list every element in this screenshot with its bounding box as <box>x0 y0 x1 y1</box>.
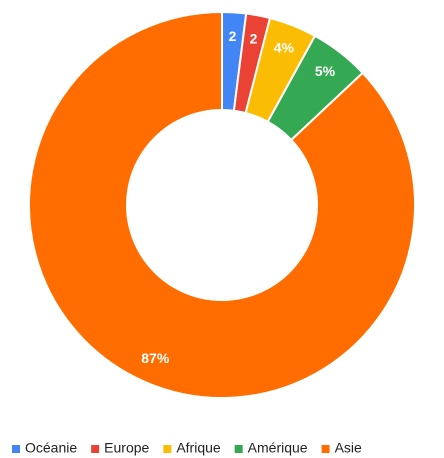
slice-label: 2 <box>250 31 258 47</box>
legend-swatch <box>234 445 243 453</box>
legend-text: Europe <box>104 440 149 456</box>
legend-swatch <box>12 445 20 453</box>
slice-label: 5% <box>315 63 336 79</box>
slice <box>28 10 416 399</box>
legend-text: Asie <box>335 440 362 456</box>
legend-swatch <box>163 445 172 453</box>
legend-swatch <box>91 445 100 453</box>
legend-text: Amérique <box>248 440 308 456</box>
legend-text: Afrique <box>176 440 221 456</box>
legend-swatch <box>321 445 330 453</box>
slice-label: 2 <box>229 28 237 44</box>
legend-text: Océanie <box>25 440 77 456</box>
slice-label: 4% <box>274 40 295 56</box>
slice-label: 87% <box>141 350 170 366</box>
